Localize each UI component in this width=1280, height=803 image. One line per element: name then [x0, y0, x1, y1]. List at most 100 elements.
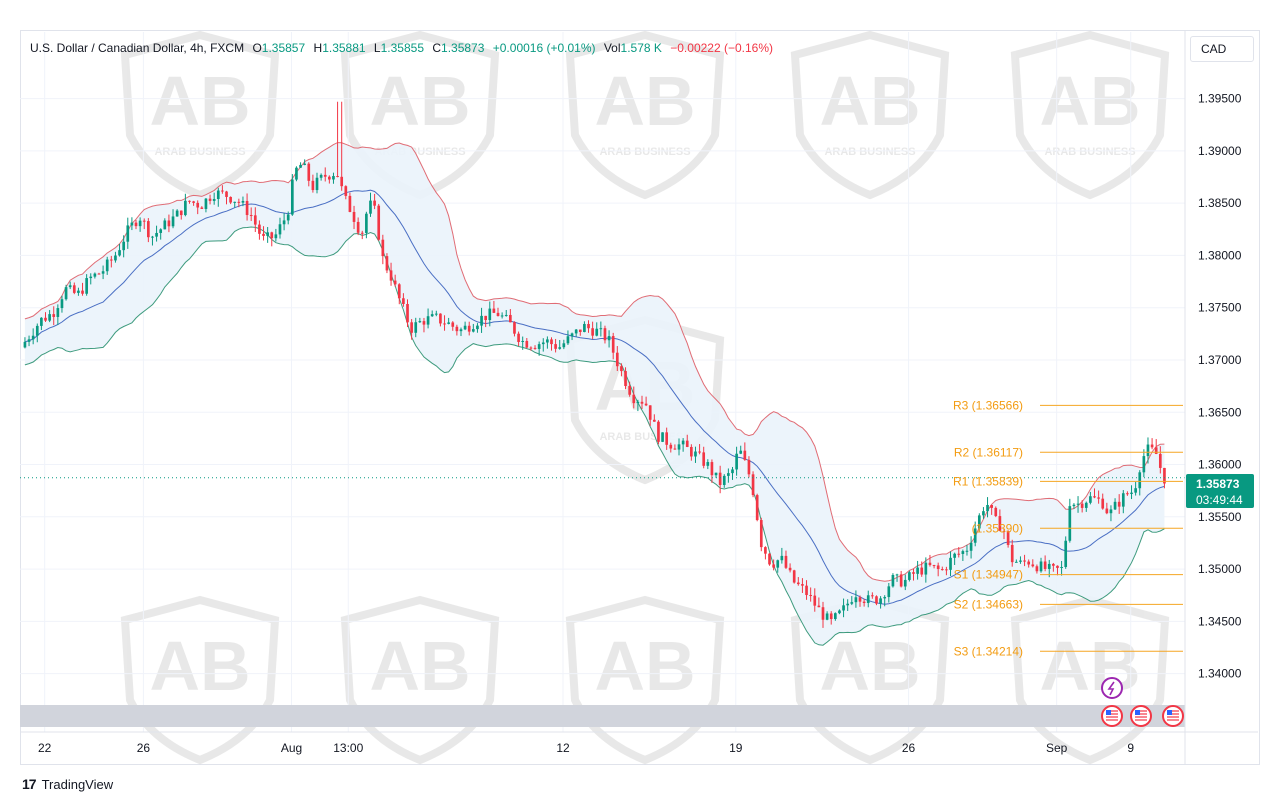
candle-body: [677, 444, 681, 450]
pivot-label: R2 (1.36117): [954, 445, 1023, 459]
candle-body: [155, 232, 158, 237]
vol-value: 1.578 K: [620, 41, 662, 55]
candle-body: [1006, 531, 1010, 545]
candle-body: [525, 340, 529, 348]
open-label: O: [252, 41, 262, 55]
candle-body: [1121, 493, 1125, 507]
candle-body: [517, 333, 520, 342]
candle-body: [1093, 496, 1096, 498]
y-tick-label: 1.38000: [1198, 248, 1242, 262]
candle-body: [241, 200, 245, 203]
candle-body: [196, 202, 200, 208]
candle-body: [332, 176, 335, 180]
candle-body: [821, 607, 825, 620]
candle-body: [23, 341, 27, 348]
low-label: L: [373, 41, 381, 55]
candle-body: [1089, 496, 1092, 503]
candle-body: [101, 271, 105, 274]
candle-body: [541, 342, 545, 345]
candle-body: [1080, 503, 1084, 508]
candle-body: [574, 329, 578, 334]
candle-body: [434, 313, 438, 315]
volume-strip: [20, 705, 1185, 727]
candle-body: [562, 343, 566, 348]
candle-body: [295, 167, 298, 180]
y-tick-label: 1.37000: [1198, 353, 1242, 367]
candle-body: [583, 323, 586, 333]
candle-body: [661, 432, 664, 442]
watermark-monogram: AB: [1039, 627, 1140, 705]
candle-body: [471, 329, 475, 332]
candle-body: [418, 321, 422, 323]
candle-body: [72, 285, 76, 293]
candle-body: [747, 459, 751, 475]
candle-body: [595, 328, 599, 336]
currency-selector[interactable]: CAD: [1190, 36, 1254, 62]
candle-body: [533, 347, 537, 349]
pivot-label: S3 (1.34214): [954, 644, 1023, 658]
candle-body: [1043, 561, 1047, 569]
candle-body: [200, 207, 204, 209]
candle-body: [928, 562, 932, 566]
watermark-monogram: AB: [819, 62, 920, 140]
candle-body: [323, 174, 327, 177]
candle-body: [570, 333, 574, 337]
candle-body: [93, 273, 97, 277]
candle-body: [188, 200, 191, 202]
y-tick-label: 1.39000: [1198, 144, 1242, 158]
candle-body: [632, 394, 636, 404]
candle-body: [936, 565, 940, 570]
candle-body: [537, 344, 541, 349]
candle-body: [1101, 498, 1105, 509]
candle-body: [578, 329, 582, 333]
candle-body: [961, 551, 965, 554]
candle-body: [1138, 472, 1142, 489]
candle-body: [389, 270, 393, 281]
candle-body: [817, 605, 821, 608]
vol-label: Vol: [603, 41, 621, 55]
candle-body: [208, 198, 212, 201]
candle-body: [64, 287, 68, 300]
candle-body: [685, 440, 689, 447]
candle-body: [459, 329, 463, 332]
close-value: 1.35873: [441, 41, 485, 55]
tradingview-logo[interactable]: 17 TradingView: [22, 776, 113, 792]
candle-body: [426, 316, 430, 325]
candle-body: [652, 419, 656, 422]
lower-band-line: [24, 226, 1165, 646]
candle-body: [739, 450, 743, 454]
candle-body: [1076, 503, 1080, 505]
candle-body: [109, 259, 113, 261]
candle-body: [648, 405, 652, 420]
close-label: C: [432, 41, 442, 55]
candle-body: [788, 567, 792, 571]
candle-body: [727, 473, 730, 476]
candle-body: [406, 303, 409, 323]
candle-body: [81, 290, 84, 294]
candle-body: [1019, 560, 1022, 562]
candle-body: [258, 224, 261, 234]
x-tick-label: 19: [729, 741, 743, 755]
candle-body: [566, 336, 570, 344]
us-flag-icon: [1162, 705, 1184, 727]
candle-body: [669, 444, 673, 449]
chart-legend: U.S. Dollar / Canadian Dollar, 4h, FXCM …: [30, 41, 773, 55]
economic-events: [1101, 677, 1184, 727]
candle-body: [212, 198, 216, 201]
y-tick-label: 1.38500: [1198, 196, 1242, 210]
symbol-title[interactable]: U.S. Dollar / Canadian Dollar, 4h, FXCM: [30, 41, 245, 55]
candle-body: [253, 215, 257, 225]
candle-body: [480, 315, 483, 326]
candle-body: [1134, 488, 1137, 493]
basis-line: [24, 189, 1165, 605]
open-value: 1.35857: [261, 41, 306, 55]
candle-body: [875, 596, 878, 604]
candle-body: [311, 180, 315, 191]
x-tick-label: Sep: [1046, 741, 1068, 755]
candle-body: [912, 572, 915, 574]
last-price-tag: 1.35873 03:49:44: [1186, 474, 1254, 508]
candle-body: [455, 326, 459, 332]
pivot-label: R1 (1.35839): [953, 474, 1023, 488]
